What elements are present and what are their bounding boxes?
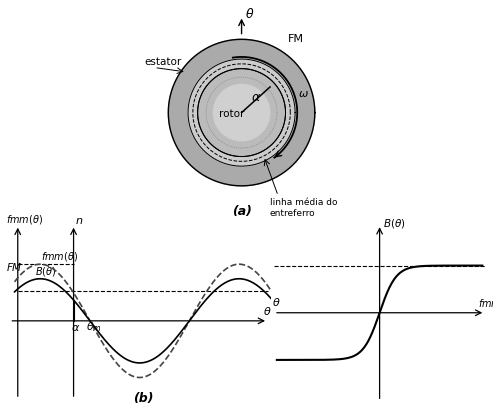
Text: $fmm(\theta)$: $fmm(\theta)$ (6, 214, 43, 226)
Circle shape (198, 69, 285, 156)
Text: $\theta$: $\theta$ (245, 7, 254, 21)
Text: $\theta_m$: $\theta_m$ (86, 321, 102, 334)
Text: $\theta$: $\theta$ (263, 305, 272, 317)
Text: rotor: rotor (219, 109, 245, 119)
Text: linha média do
entreferro: linha média do entreferro (270, 198, 337, 218)
Text: $n$: $n$ (75, 216, 84, 226)
Text: FM: FM (7, 263, 22, 273)
Text: estator: estator (144, 57, 182, 67)
Text: $\omega$: $\omega$ (298, 89, 309, 99)
Text: $fmm(\theta)$: $fmm(\theta)$ (478, 297, 493, 310)
Text: $B(\theta)$: $B(\theta)$ (35, 265, 57, 278)
Text: $fmm(\theta)$: $fmm(\theta)$ (41, 250, 78, 264)
Text: $B(\theta)$: $B(\theta)$ (383, 217, 406, 230)
Circle shape (198, 69, 285, 156)
Text: (a): (a) (232, 205, 251, 218)
Circle shape (168, 39, 315, 186)
Circle shape (213, 84, 270, 141)
Text: $\alpha$: $\alpha$ (71, 323, 80, 333)
Text: FM: FM (288, 34, 304, 44)
Text: (b): (b) (133, 392, 153, 405)
Circle shape (188, 59, 295, 166)
Text: $\alpha$: $\alpha$ (251, 91, 261, 104)
Text: $\theta$: $\theta$ (272, 296, 281, 308)
